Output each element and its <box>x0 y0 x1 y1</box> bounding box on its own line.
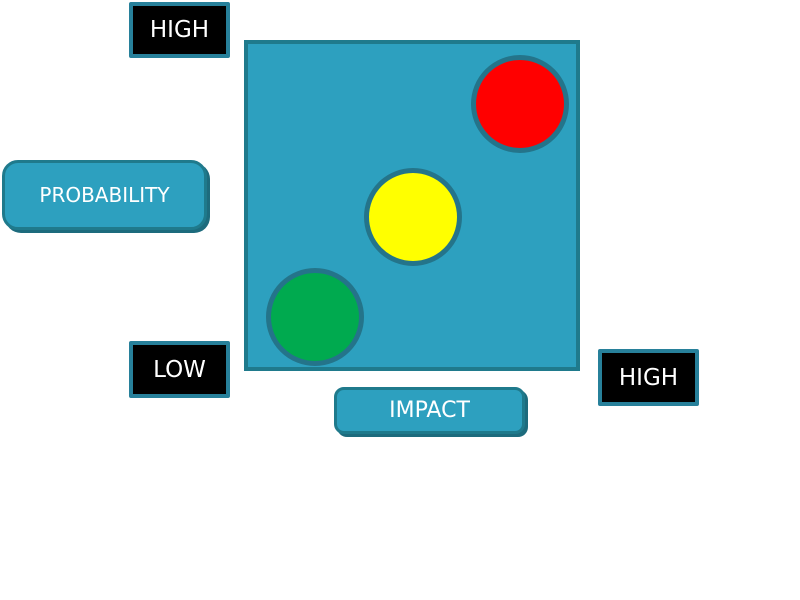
probability-high-tag: HIGH <box>129 2 230 58</box>
probability-axis-label: PROBABILITY <box>2 160 207 230</box>
high-risk-marker <box>471 55 569 153</box>
low-risk-marker <box>266 268 364 366</box>
medium-risk-marker <box>364 168 462 266</box>
impact-axis-label: IMPACT <box>334 387 525 434</box>
impact-high-tag: HIGH <box>598 349 699 406</box>
origin-low-tag: LOW <box>129 341 230 398</box>
